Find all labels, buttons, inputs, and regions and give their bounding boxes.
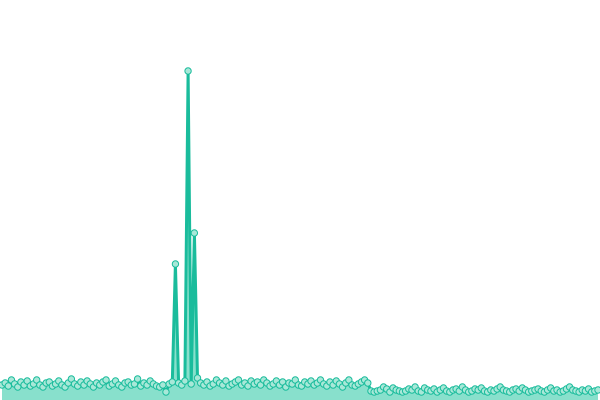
data-point <box>181 377 189 385</box>
data-points <box>0 67 600 396</box>
data-point <box>171 260 180 268</box>
data-point <box>168 378 176 386</box>
data-point <box>159 381 167 389</box>
data-point <box>4 382 13 390</box>
area-fill <box>2 71 598 400</box>
data-point <box>162 388 170 396</box>
data-point <box>187 380 195 388</box>
data-point <box>184 67 192 75</box>
series-line <box>1 69 599 394</box>
data-point <box>364 379 372 387</box>
data-point <box>594 386 600 394</box>
data-point <box>133 375 142 383</box>
data-point <box>190 229 199 237</box>
data-point <box>102 376 110 384</box>
